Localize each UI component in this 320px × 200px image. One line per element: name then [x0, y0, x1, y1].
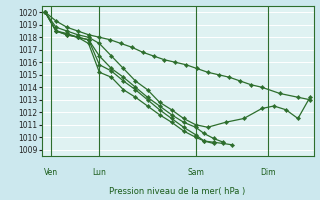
Text: Sam: Sam — [187, 168, 204, 177]
Text: Ven: Ven — [44, 168, 58, 177]
Text: Pression niveau de la mer( hPa ): Pression niveau de la mer( hPa ) — [109, 187, 246, 196]
Text: Lun: Lun — [92, 168, 106, 177]
Text: Dim: Dim — [260, 168, 276, 177]
